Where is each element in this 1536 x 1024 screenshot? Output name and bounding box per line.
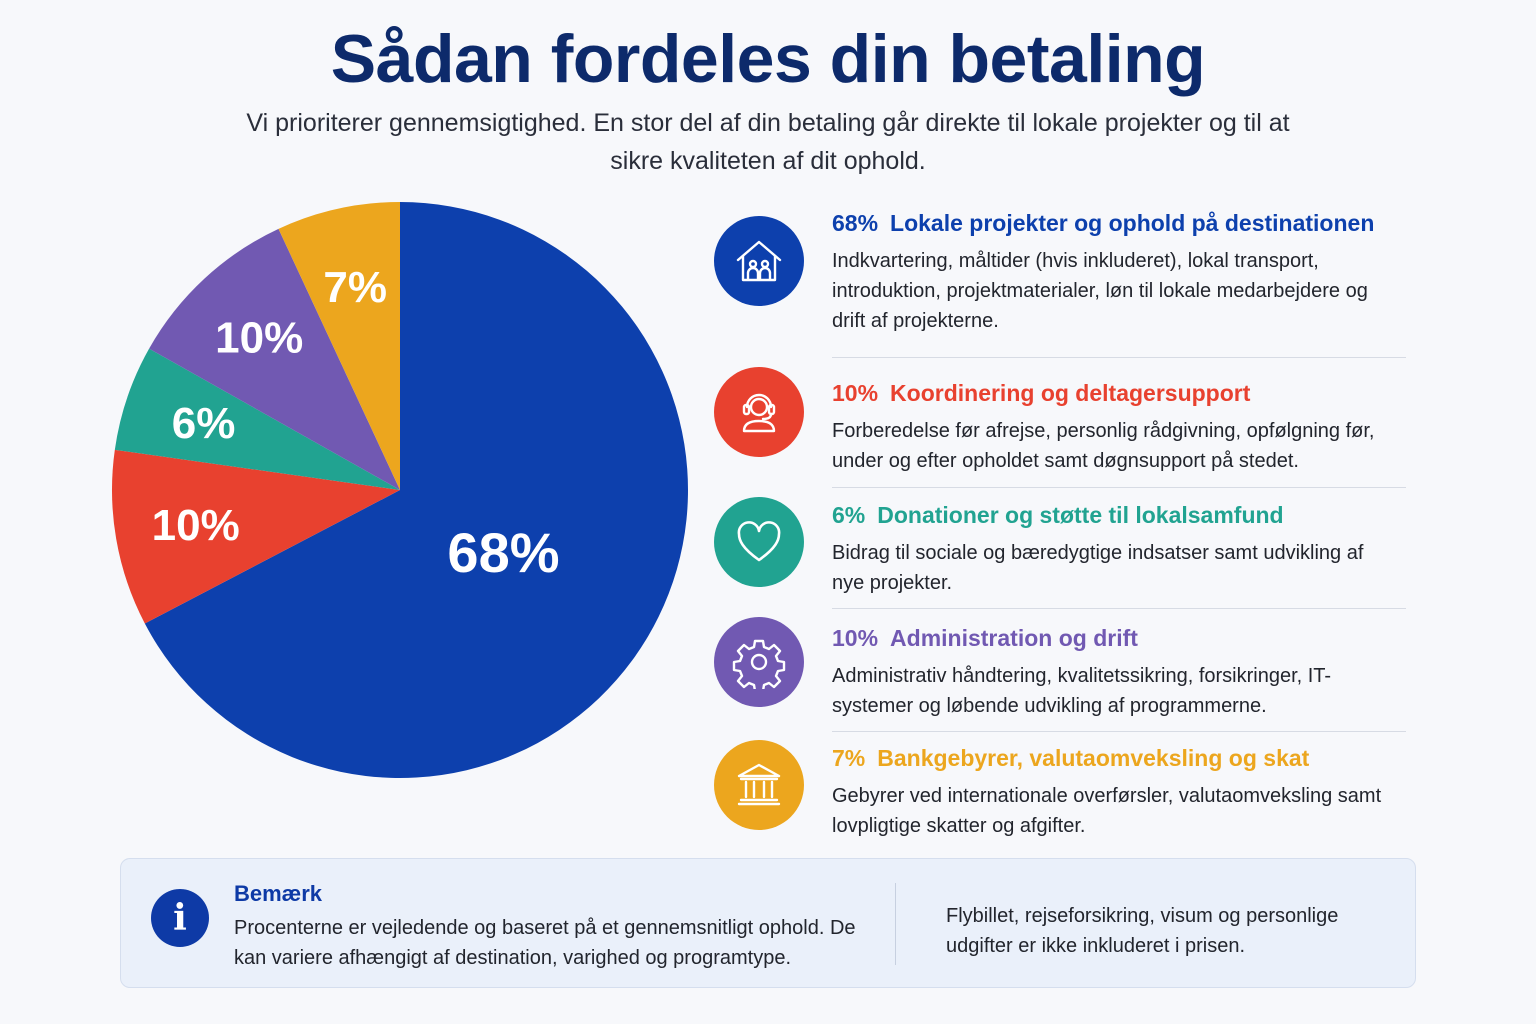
pie-label-coordination: 10% xyxy=(152,501,240,550)
pie-label-administration: 10% xyxy=(215,313,303,362)
breakdown-percent: 10% xyxy=(832,625,879,651)
pie-label-local-projects: 68% xyxy=(447,521,559,584)
headset-support-icon xyxy=(714,367,804,457)
divider xyxy=(832,487,1406,488)
divider xyxy=(832,608,1406,609)
breakdown-percent: 68% xyxy=(832,210,879,236)
info-icon: i xyxy=(151,889,209,947)
breakdown-title: Administration og drift xyxy=(890,625,1138,651)
note-divider xyxy=(895,883,896,965)
breakdown-percent: 6% xyxy=(832,502,866,528)
pie-label-bank-fees: 7% xyxy=(323,263,387,312)
breakdown-description: Bidrag til sociale og bæredygtige indsat… xyxy=(832,542,1364,594)
pie-label-donations: 6% xyxy=(172,399,236,448)
bank-icon xyxy=(714,740,804,830)
breakdown-percent: 7% xyxy=(832,745,866,771)
breakdown-description: Indkvartering, måltider (hvis inkluderet… xyxy=(832,250,1368,332)
pie-slice-bank-fees xyxy=(278,202,400,490)
heart-icon xyxy=(714,497,804,587)
breakdown-title: Bankgebyrer, valutaomveksling og skat xyxy=(877,745,1310,771)
breakdown-description: Gebyrer ved internationale overførsler, … xyxy=(832,785,1382,837)
breakdown-percent: 10% xyxy=(832,380,879,406)
breakdown-title: Lokale projekter og ophold på destinatio… xyxy=(890,210,1375,236)
breakdown-title: Koordinering og deltagersupport xyxy=(890,380,1251,406)
note-side-text: Flybillet, rejseforsikring, visum og per… xyxy=(946,905,1339,957)
note-box: i Bemærk Procenterne er vejledende og ba… xyxy=(120,858,1416,988)
pie-slice-local-projects xyxy=(144,202,688,778)
breakdown-title: Donationer og støtte til lokalsamfund xyxy=(877,502,1284,528)
pie-slice-donations xyxy=(114,348,401,490)
house-family-icon xyxy=(714,216,804,306)
breakdown-heading: 10% Koordinering og deltagersupport xyxy=(832,380,1250,407)
pie-slice-administration xyxy=(149,228,400,490)
breakdown-description: Forberedelse før afrejse, personlig rådg… xyxy=(832,420,1375,472)
page-title: Sådan fordeles din betaling xyxy=(330,21,1206,97)
breakdown-heading: 10% Administration og drift xyxy=(832,625,1138,652)
pie-slice-coordination xyxy=(112,449,401,624)
divider xyxy=(832,731,1406,732)
note-title: Bemærk xyxy=(234,881,323,906)
pie-chart: 68% 10% 6% 10% 7% xyxy=(112,202,688,778)
gear-icon xyxy=(714,617,804,707)
breakdown-heading: 68% Lokale projekter og ophold på destina… xyxy=(832,210,1374,237)
breakdown-heading: 6% Donationer og støtte til lokalsamfund xyxy=(832,502,1284,529)
page-subtitle: Vi prioriterer gennemsigtighed. En stor … xyxy=(246,109,1290,175)
breakdown-description: Administrativ håndtering, kvalitetssikri… xyxy=(832,665,1332,717)
divider xyxy=(832,357,1406,358)
breakdown-heading: 7% Bankgebyrer, valutaomveksling og skat xyxy=(832,745,1309,772)
note-text: Procenterne er vejledende og baseret på … xyxy=(234,917,856,969)
